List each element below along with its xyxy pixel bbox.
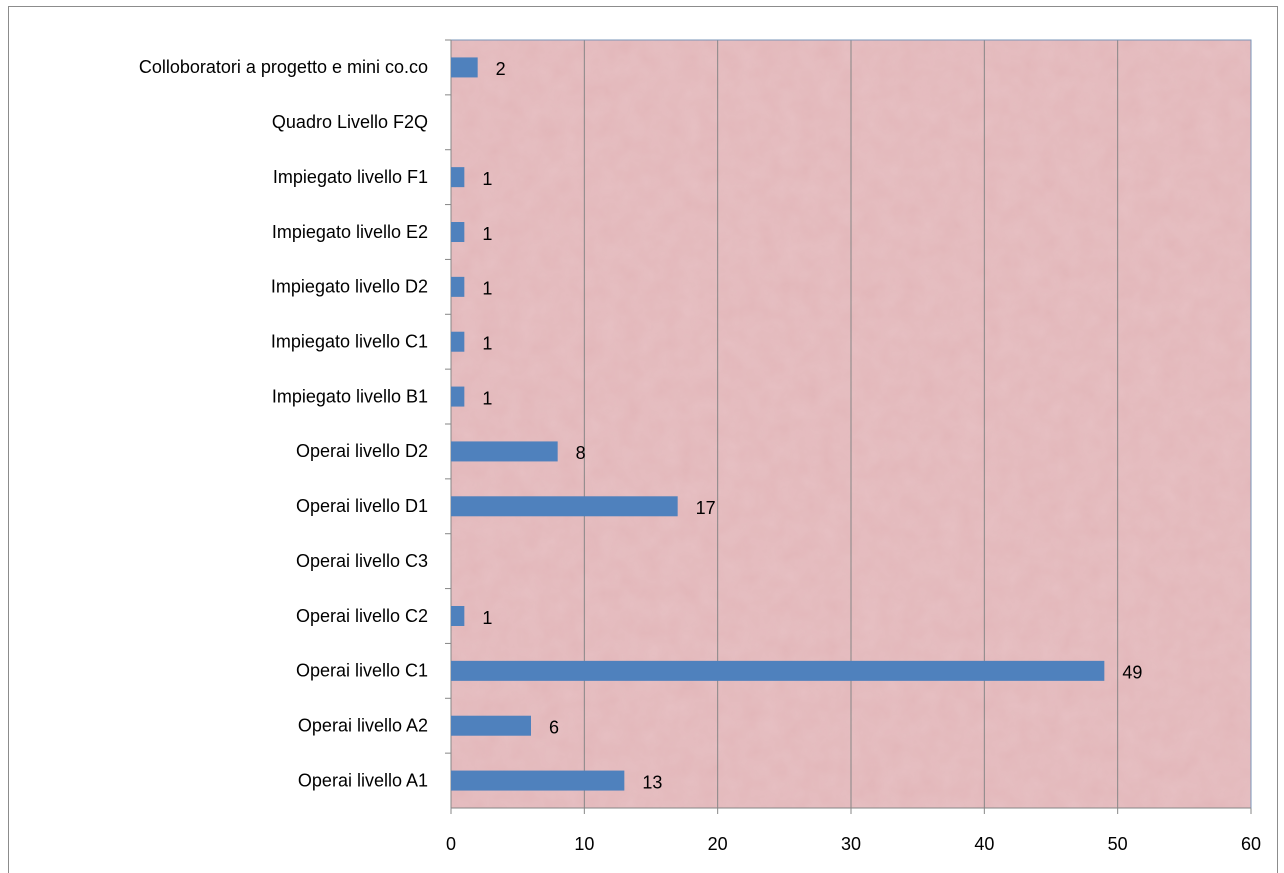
- y-tick-label: Operai livello A1: [298, 770, 428, 790]
- x-tick-label: 0: [446, 834, 456, 854]
- y-tick-label: Operai livello A2: [298, 715, 428, 735]
- x-tick-label: 40: [974, 834, 994, 854]
- bar: [451, 606, 465, 626]
- y-tick-label: Operai livello D2: [296, 441, 428, 461]
- bar: [451, 660, 1105, 681]
- y-tick-label: Operai livello C2: [296, 606, 428, 626]
- bar: [451, 167, 465, 188]
- x-tick-label: 30: [841, 834, 861, 854]
- bar: [451, 496, 678, 517]
- data-label: 1: [482, 224, 492, 244]
- data-label: 13: [642, 772, 662, 792]
- y-tick-label: Operai livello C1: [296, 661, 428, 681]
- x-tick-label: 20: [708, 834, 728, 854]
- data-label: 2: [496, 59, 506, 79]
- y-tick-label: Impiegato livello E2: [272, 222, 428, 242]
- bar: [451, 222, 465, 242]
- y-tick-label: Operai livello D1: [296, 496, 428, 516]
- y-tick-label: Impiegato livello F1: [273, 167, 428, 187]
- x-tick-label: 60: [1241, 834, 1261, 854]
- y-tick-label: Impiegato livello C1: [271, 331, 428, 351]
- y-tick-label: Colloboratori a progetto e mini co.co: [139, 57, 428, 77]
- y-tick-label: Operai livello C3: [296, 551, 428, 571]
- y-tick-label: Quadro Livello F2Q: [272, 112, 428, 132]
- data-label: 1: [482, 169, 492, 189]
- data-label: 17: [696, 498, 716, 518]
- bar: [451, 57, 478, 78]
- data-label: 1: [482, 333, 492, 353]
- x-tick-label: 50: [1108, 834, 1128, 854]
- data-label: 1: [482, 388, 492, 408]
- bar: [451, 715, 531, 736]
- data-label: 49: [1122, 663, 1142, 683]
- y-tick-label: Impiegato livello B1: [272, 386, 428, 406]
- bar: [451, 386, 465, 407]
- data-label: 6: [549, 717, 559, 737]
- data-label: 1: [482, 608, 492, 628]
- bar: [451, 770, 625, 791]
- data-label: 8: [576, 443, 586, 463]
- data-label: 1: [482, 279, 492, 299]
- bar: [451, 331, 465, 352]
- bar: [451, 441, 558, 462]
- x-tick-label: 10: [574, 834, 594, 854]
- bar: [451, 276, 465, 297]
- y-tick-label: Impiegato livello D2: [271, 277, 428, 297]
